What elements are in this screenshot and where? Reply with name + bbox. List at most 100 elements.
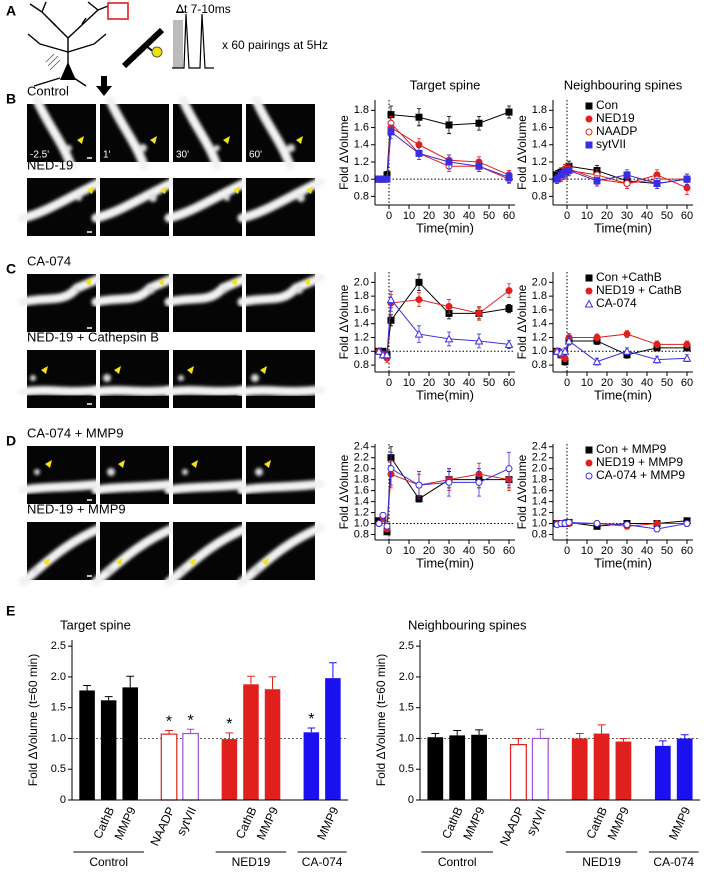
spine <box>255 468 263 476</box>
legend-marker <box>585 459 593 467</box>
panel-label: B <box>6 91 16 107</box>
error-bar <box>514 737 523 745</box>
spine <box>287 144 295 152</box>
arrowhead <box>189 558 196 566</box>
marker <box>415 149 423 157</box>
image-content <box>23 528 101 582</box>
arrowhead <box>223 136 230 144</box>
spine <box>74 287 80 293</box>
spine <box>222 287 228 293</box>
arrowhead <box>262 558 269 566</box>
x-tick-label: 60 <box>503 545 515 557</box>
uncaging-spot <box>151 46 163 58</box>
micrograph <box>169 178 247 236</box>
group-label: NED19 <box>232 855 271 869</box>
image-label: CA-074 + MMP9 <box>27 425 123 440</box>
spine <box>105 566 113 574</box>
error-bar <box>453 729 462 736</box>
marker <box>505 108 513 116</box>
spine <box>224 195 230 201</box>
bar <box>615 741 632 800</box>
error-bar <box>126 675 135 688</box>
micrograph <box>242 178 320 236</box>
micrograph <box>23 350 101 408</box>
marker <box>682 353 692 362</box>
image-content <box>169 182 247 218</box>
x-tick-label: 0 <box>564 210 570 222</box>
zoom-box <box>107 2 129 20</box>
bar <box>122 687 138 800</box>
y-axis-label: Fold ΔVolume <box>337 115 351 190</box>
y-tick-label: 1.6 <box>532 304 547 316</box>
x-tick-label: 60 <box>503 210 515 222</box>
x-tick-label: sytVII <box>174 805 199 838</box>
micrograph: 30' <box>173 100 242 166</box>
bar <box>509 744 527 801</box>
group-label: NED19 <box>582 855 621 869</box>
y-tick-label: 2.5 <box>51 640 66 652</box>
image-bg <box>246 446 315 504</box>
y-axis-label: Fold ΔVolume <box>337 284 351 359</box>
dendrite <box>96 484 174 490</box>
marker <box>561 354 569 362</box>
marker <box>623 179 631 187</box>
arrowhead <box>264 460 271 468</box>
x-tick-label: 50 <box>661 377 673 389</box>
x-tick-label: 20 <box>601 210 613 222</box>
x-tick-label: 30 <box>621 210 633 222</box>
x-tick-label: 20 <box>601 377 613 389</box>
error-bar <box>186 728 195 734</box>
x-tick-label: 0 <box>386 377 392 389</box>
legend-marker <box>585 128 593 136</box>
micrograph <box>23 274 101 332</box>
time-label: -2.5' <box>30 150 49 161</box>
marker <box>414 329 424 338</box>
x-tick-label: 40 <box>641 545 653 557</box>
y-axis-label: Fold ΔVolume <box>515 115 529 190</box>
micrograph <box>169 350 247 408</box>
y-tick-label: 1.5 <box>399 702 414 714</box>
marker <box>593 334 601 342</box>
micrograph <box>242 350 320 408</box>
arrowhead <box>116 558 123 566</box>
marker <box>415 278 423 286</box>
error-bar <box>165 729 173 735</box>
micrograph <box>96 274 174 332</box>
arrowhead <box>41 366 48 374</box>
x-tick-label: 10 <box>403 545 415 557</box>
marker <box>415 296 423 304</box>
legend-marker <box>585 274 593 282</box>
legend-label: NAADP <box>596 124 637 138</box>
micrograph <box>169 522 247 582</box>
spine <box>295 286 303 294</box>
dendrite <box>23 528 101 582</box>
arrowhead <box>158 278 165 286</box>
dendrite <box>256 100 290 166</box>
image-content <box>256 100 295 166</box>
significance-mark: * <box>187 712 193 729</box>
dendrite <box>96 390 174 392</box>
group-label: Control <box>89 855 128 869</box>
y-tick-label: 2.2 <box>532 452 547 464</box>
arrowhead <box>118 460 125 468</box>
dendrite <box>169 390 247 392</box>
error-bar <box>680 734 689 739</box>
spine <box>182 469 188 475</box>
y-tick-label: 1.0 <box>532 517 547 529</box>
y-tick-label: 1.4 <box>532 318 547 330</box>
bar <box>593 733 610 800</box>
time-label: 60' <box>249 150 262 161</box>
image-label: NED-19 + MMP9 <box>27 501 126 516</box>
marker <box>445 302 453 310</box>
image-content <box>242 528 320 582</box>
chart-title: Neighbouring spines <box>408 617 527 632</box>
significance-mark: * <box>226 716 232 733</box>
image-content <box>242 278 320 302</box>
arrowhead <box>306 186 313 194</box>
y-tick-label: 0.8 <box>354 190 369 202</box>
y-tick-label: 1.0 <box>354 517 369 529</box>
marker <box>475 309 483 317</box>
image-bg <box>27 446 96 504</box>
x-tick-label: 20 <box>423 377 435 389</box>
y-tick-label: 2.0 <box>399 671 414 683</box>
